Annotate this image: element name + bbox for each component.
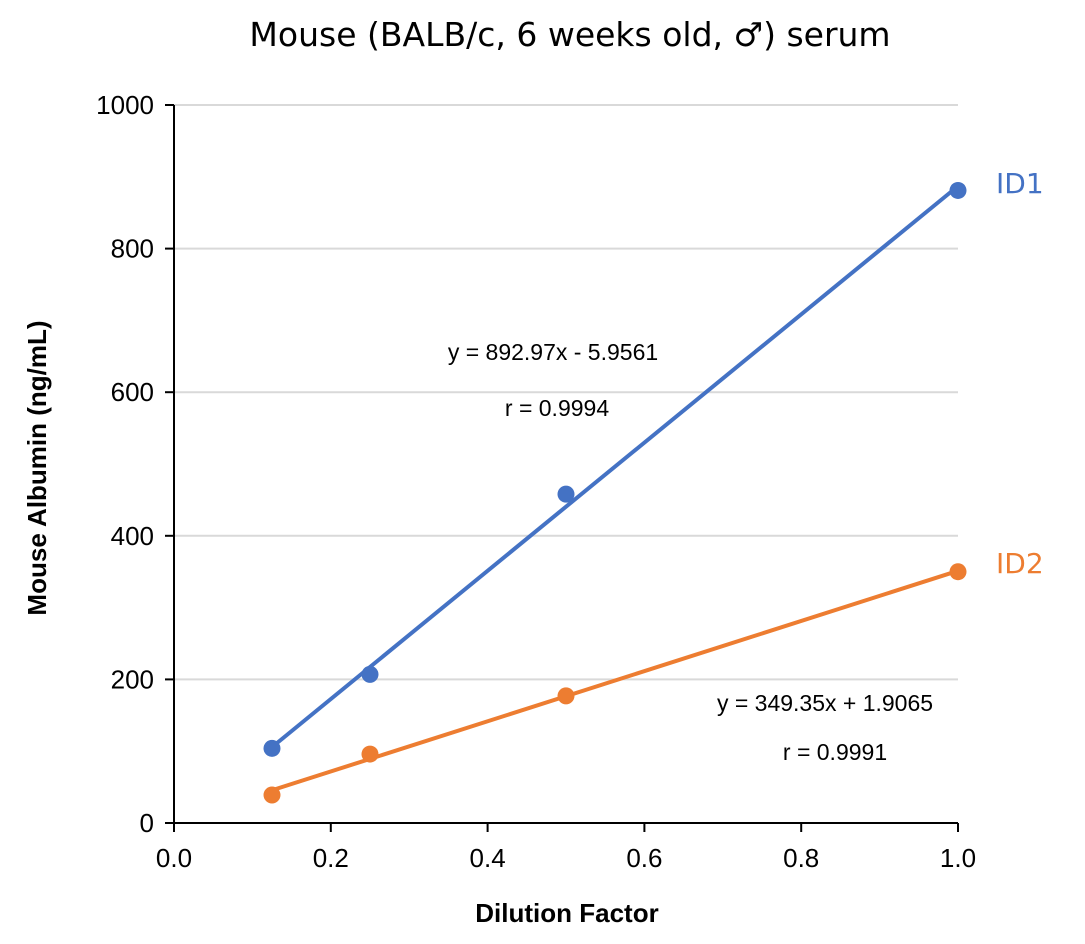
x-tick-label: 0.6	[626, 843, 662, 873]
data-point-id1	[949, 181, 967, 199]
y-tick-label: 400	[111, 521, 154, 551]
y-tick-label: 800	[111, 234, 154, 264]
y-tick-label: 1000	[96, 90, 154, 120]
y-tick-label: 200	[111, 664, 154, 694]
id2-r-value: r = 0.9991	[783, 739, 887, 765]
trendline-id2	[271, 568, 959, 793]
x-tick-label: 0.0	[156, 843, 192, 873]
x-tick-label: 0.4	[470, 843, 506, 873]
chart-title: Mouse (BALB/c, 6 weeks old, ♂) serum	[249, 15, 890, 54]
y-tick-label: 0	[140, 808, 154, 838]
data-point-id1	[263, 739, 281, 757]
id2-equation: y = 349.35x + 1.9065	[717, 690, 933, 716]
y-axis-label: Mouse Albumin (ng/mL)	[22, 320, 52, 615]
id1-r-value: r = 0.9994	[505, 395, 609, 421]
y-axis-ticks: 0 200 400 600 800 1000	[96, 90, 154, 838]
data-point-id2	[949, 563, 967, 581]
y-tick-label: 600	[111, 377, 154, 407]
series-group	[263, 181, 967, 804]
id1-equation: y = 892.97x - 5.9561	[448, 339, 658, 365]
gridlines	[174, 104, 958, 681]
data-point-id2	[361, 745, 379, 763]
x-tick-label: 0.8	[783, 843, 819, 873]
x-tick-label: 1.0	[940, 843, 976, 873]
trendline-id1	[270, 184, 960, 749]
data-point-id1	[361, 665, 379, 683]
data-point-id2	[263, 786, 281, 804]
data-point-id1	[557, 485, 575, 503]
data-point-id2	[557, 687, 575, 705]
x-axis-label: Dilution Factor	[475, 898, 658, 928]
x-axis-ticks: 0.0 0.2 0.4 0.6 0.8 1.0	[156, 843, 976, 873]
series-label-id1: ID1	[996, 167, 1044, 200]
x-tick-label: 0.2	[313, 843, 349, 873]
axes	[165, 104, 959, 832]
series-label-id2: ID2	[996, 547, 1044, 580]
